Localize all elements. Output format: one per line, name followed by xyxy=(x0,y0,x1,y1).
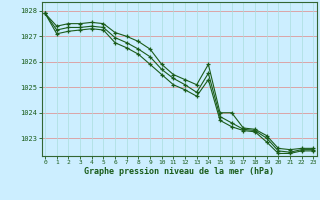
X-axis label: Graphe pression niveau de la mer (hPa): Graphe pression niveau de la mer (hPa) xyxy=(84,167,274,176)
